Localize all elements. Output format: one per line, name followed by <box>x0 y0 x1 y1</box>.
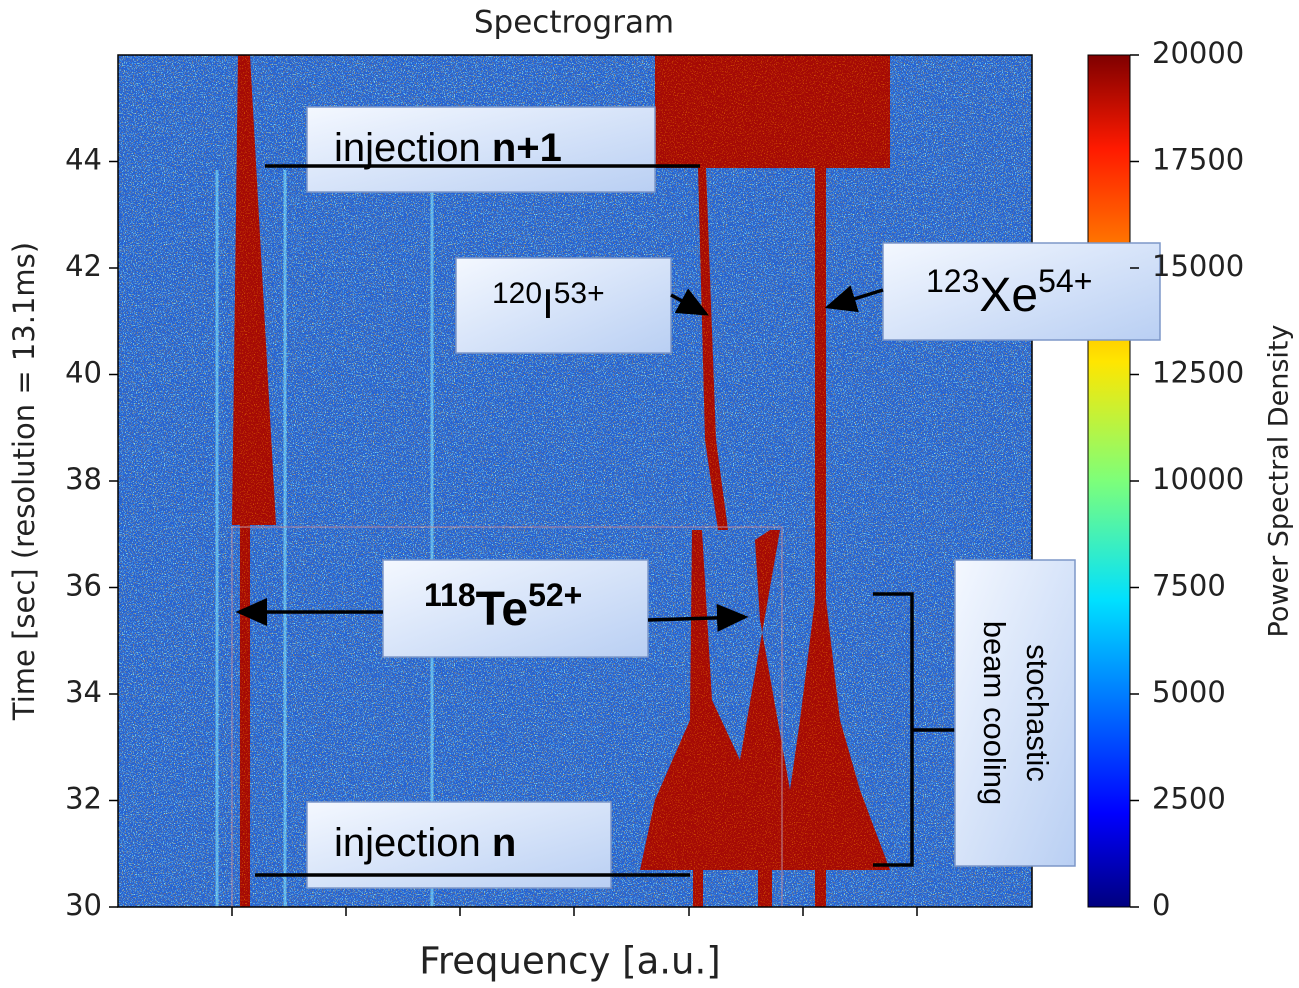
spectrogram-image <box>118 55 1032 907</box>
y-tick-label: 40 <box>65 356 102 390</box>
annotation-text: 120 <box>492 277 542 310</box>
x-axis-label: Frequency [a.u.] <box>419 940 720 983</box>
colorbar-tick-label: 2500 <box>1152 782 1226 816</box>
colorbar-tick-label: 12500 <box>1152 356 1244 390</box>
colorbar-tick-label: 7500 <box>1152 569 1226 603</box>
annotation-text: 123 <box>926 263 979 299</box>
colorbar-tick-label: 10000 <box>1152 462 1244 496</box>
annotation: 123Xe54+ <box>926 263 1092 321</box>
y-tick-label: 32 <box>65 782 102 816</box>
colorbar <box>1087 54 1131 908</box>
y-axis-label: Time [sec] (resolution = 13.1ms) <box>7 242 41 721</box>
annotation: 120I53+ <box>492 277 605 327</box>
colorbar-tick-label: 5000 <box>1152 675 1226 709</box>
annotation: stochastic <box>1020 644 1055 782</box>
y-tick-label: 36 <box>65 569 102 603</box>
annotation-text: 54+ <box>1038 263 1092 299</box>
annotation-text: Xe <box>979 269 1038 322</box>
annotation-text: n+1 <box>492 126 562 170</box>
annotation-text: n <box>492 821 516 865</box>
y-tick-label: 44 <box>65 143 102 177</box>
colorbar-label: Power Spectral Density <box>1264 325 1295 638</box>
annotation: injection n+1 <box>334 126 562 170</box>
annotation: injection n <box>334 821 516 865</box>
y-tick-label: 34 <box>65 675 102 709</box>
colorbar-tick-label: 15000 <box>1152 249 1244 283</box>
annotations: injection n+1 120I53+ 123Xe54+ 118Te52+ … <box>235 106 1161 889</box>
annotation-text: 52+ <box>528 577 582 613</box>
colorbar-tick-label: 0 <box>1152 888 1170 922</box>
annotation-text: Te <box>476 583 528 636</box>
annotation-text: injection <box>334 126 492 170</box>
annotation-text: injection <box>334 821 492 865</box>
colorbar-tick-label: 20000 <box>1152 36 1244 70</box>
annotation: beam cooling <box>977 621 1012 805</box>
annotation: 118Te52+ <box>424 577 582 635</box>
chart-title: Spectrogram <box>474 5 674 41</box>
annotation-text: I <box>542 280 554 327</box>
annotation-text: 118 <box>424 577 476 613</box>
y-tick-label: 30 <box>65 888 102 922</box>
colorbar-tick-label: 17500 <box>1152 143 1244 177</box>
y-tick-label: 42 <box>65 249 102 283</box>
annotation-text: 53+ <box>554 277 605 310</box>
y-tick-label: 38 <box>65 462 102 496</box>
